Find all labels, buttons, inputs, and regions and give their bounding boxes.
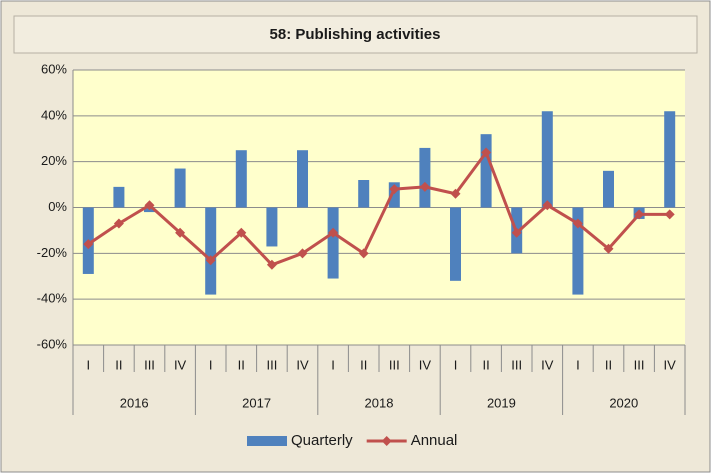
bar (572, 207, 584, 295)
title-box (13, 15, 698, 54)
y-tick-label: 40% (41, 107, 67, 122)
bar (480, 134, 492, 208)
x-tick-label: III (511, 357, 522, 372)
marker (328, 227, 339, 238)
group-label: 2019 (487, 395, 516, 410)
marker (603, 243, 614, 254)
x-tick-label: III (634, 357, 645, 372)
x-tick-label: III (144, 357, 155, 372)
group-label: 2020 (609, 395, 638, 410)
x-tick-label: IV (174, 357, 187, 372)
marker (266, 259, 277, 270)
chart-title: 58: Publishing activities (270, 26, 441, 43)
marker (205, 255, 216, 266)
y-tick-label: 20% (41, 153, 67, 168)
marker (389, 184, 400, 195)
bar (266, 207, 278, 247)
x-tick-label: IV (664, 357, 677, 372)
y-tick-label: -60% (37, 336, 68, 351)
bar (541, 111, 553, 208)
marker (450, 188, 461, 199)
marker (175, 227, 186, 238)
x-tick-label: I (86, 357, 90, 372)
marker (419, 181, 430, 192)
legend-swatch (247, 436, 287, 446)
x-tick-label: I (209, 357, 213, 372)
marker (297, 248, 308, 259)
legend-label: Quarterly (291, 432, 353, 449)
marker (634, 209, 645, 220)
bar (205, 207, 217, 295)
bar (388, 182, 400, 208)
bar (174, 168, 186, 208)
group-label: 2018 (365, 395, 394, 410)
x-tick-label: II (115, 357, 122, 372)
bar (664, 111, 676, 208)
bar (450, 207, 461, 281)
marker (572, 218, 583, 229)
marker (83, 239, 94, 250)
bar (113, 186, 125, 208)
x-tick-label: II (605, 357, 612, 372)
legend-marker (381, 436, 392, 446)
x-tick-label: I (331, 357, 335, 372)
bar (327, 207, 339, 279)
x-tick-label: I (454, 357, 458, 372)
marker (236, 227, 247, 238)
x-tick-label: III (389, 357, 400, 372)
x-tick-label: IV (541, 357, 554, 372)
x-tick-label: II (238, 357, 245, 372)
bar (419, 147, 431, 208)
marker (144, 200, 155, 211)
legend-label: Annual (411, 432, 458, 449)
marker (481, 147, 492, 158)
bar (358, 180, 370, 208)
bar (297, 150, 308, 208)
group-label: 2017 (242, 395, 271, 410)
marker (113, 218, 124, 229)
bar (235, 150, 247, 208)
x-tick-label: IV (296, 357, 309, 372)
bar (603, 170, 614, 208)
x-tick-label: II (360, 357, 367, 372)
marker (511, 227, 522, 238)
marker (542, 200, 553, 211)
marker (664, 209, 675, 220)
y-tick-label: -20% (37, 245, 68, 260)
marker (358, 248, 369, 259)
y-tick-label: 0% (48, 199, 67, 214)
x-tick-label: II (482, 357, 489, 372)
x-tick-label: III (266, 357, 277, 372)
line (87, 151, 670, 267)
y-tick-label: -40% (37, 291, 68, 306)
x-tick-label: I (576, 357, 580, 372)
x-tick-label: IV (419, 357, 432, 372)
group-label: 2016 (120, 395, 149, 410)
y-tick-label: 60% (41, 61, 67, 76)
